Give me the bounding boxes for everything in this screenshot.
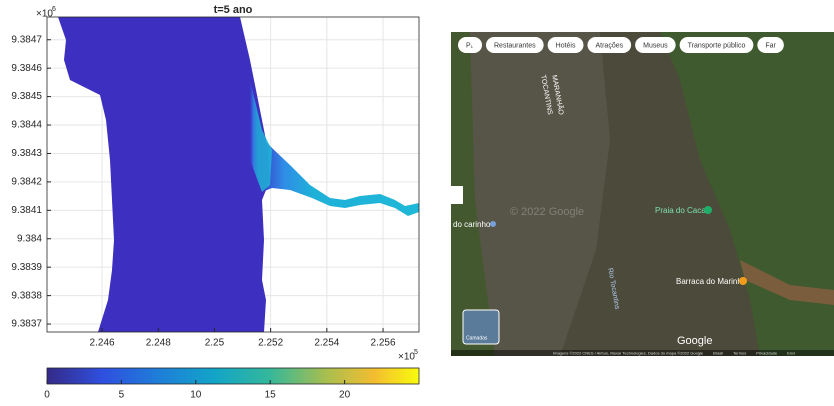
- watermark: © 2022 Google: [510, 206, 584, 218]
- place-pin: [704, 206, 712, 214]
- colorbar-tick-label: 5: [119, 390, 125, 401]
- chart-title: t=5 ano: [214, 4, 253, 16]
- place-pin: [739, 277, 747, 285]
- place-pin: [490, 221, 496, 227]
- colorbar-tick-label: 15: [265, 390, 277, 401]
- button-label: P₁: [466, 42, 474, 49]
- button-label: Transporte público: [688, 42, 746, 49]
- y-tick-label: 9.3843: [11, 148, 42, 159]
- y-tick-label: 9.3839: [11, 262, 42, 273]
- y-tick-label: 9.384: [17, 233, 42, 244]
- colorbar-tick-label: 20: [339, 390, 351, 401]
- map: P₁ Restaurantes Hotéis Atrações Museus Transp…: [451, 32, 834, 356]
- button-label: Hotéis: [556, 42, 576, 49]
- colorbar-tick-label: 0: [44, 390, 50, 401]
- y-exponent-base: ×10: [36, 9, 53, 20]
- y-tick-label: 9.3846: [11, 63, 42, 74]
- y-tick-label: 9.3847: [11, 34, 42, 45]
- map-button[interactable]: P₁: [458, 37, 482, 53]
- place-label: do carinho: [453, 220, 491, 229]
- y-tick-label: 9.3844: [11, 120, 42, 131]
- x-tick-label: 2.246: [90, 338, 115, 349]
- x-exponent-base: ×10: [398, 352, 415, 363]
- y-exponent-power: 6: [52, 6, 56, 13]
- collapse-button[interactable]: [451, 186, 463, 204]
- colorbar: [47, 368, 419, 384]
- button-label: Museus: [643, 42, 668, 49]
- plume: [255, 130, 419, 216]
- y-tick-label: 9.3837: [11, 319, 42, 330]
- y-tick-label: 9.3838: [11, 290, 42, 301]
- button-label: Atrações: [595, 42, 623, 49]
- footer-text: Imagens ©2022 CNES / Airbus, Maxar Techn…: [553, 351, 704, 356]
- map-button[interactable]: Far: [757, 37, 784, 53]
- x-tick-label: 2.252: [258, 338, 283, 349]
- buttons: P₁ Restaurantes Hotéis Atrações Museus Transp…: [458, 37, 784, 53]
- layers-label: Camadas: [466, 335, 488, 341]
- map-button[interactable]: Museus: [635, 37, 676, 53]
- y-tick-label: 9.3841: [11, 205, 42, 216]
- map-button[interactable]: Transporte público: [680, 37, 754, 53]
- figure: t=5 ano ×10 6 ×10 5 P₁ Restaurantes Hotéis…: [0, 0, 834, 401]
- map-button[interactable]: Hotéis: [548, 37, 584, 53]
- place-label: Barraca do Marinho: [676, 277, 747, 286]
- footer-text: Termos: [733, 351, 746, 356]
- x-tick-label: 2.25: [205, 338, 225, 349]
- map-button[interactable]: Restaurantes: [486, 37, 544, 53]
- colorbar-tick-label: 10: [190, 390, 202, 401]
- footer-text: Envi: [787, 351, 795, 356]
- y-tick-label: 9.3842: [11, 177, 42, 188]
- x-tick-label: 2.248: [146, 338, 171, 349]
- footer-text: Brasil: [713, 351, 723, 356]
- surface: [58, 17, 419, 332]
- x-exponent-power: 5: [414, 349, 418, 356]
- y-tick-label: 9.3845: [11, 91, 42, 102]
- x-tick-label: 2.256: [371, 338, 396, 349]
- footer-text: Privacidade: [756, 351, 778, 356]
- map-button[interactable]: Atrações: [587, 37, 631, 53]
- button-label: Restaurantes: [494, 42, 536, 49]
- button-label: Far: [765, 42, 776, 49]
- place-label: Praia do Cacau: [655, 206, 710, 215]
- river-body: [58, 17, 270, 332]
- google-logo: Google: [677, 335, 712, 347]
- page: t=5 ano ×10 6 ×10 5 P₁ Restaurantes Hotéis…: [0, 0, 834, 401]
- x-tick-label: 2.254: [314, 338, 339, 349]
- footer: Imagens ©2022 CNES / Airbus, Maxar Techn…: [553, 351, 795, 356]
